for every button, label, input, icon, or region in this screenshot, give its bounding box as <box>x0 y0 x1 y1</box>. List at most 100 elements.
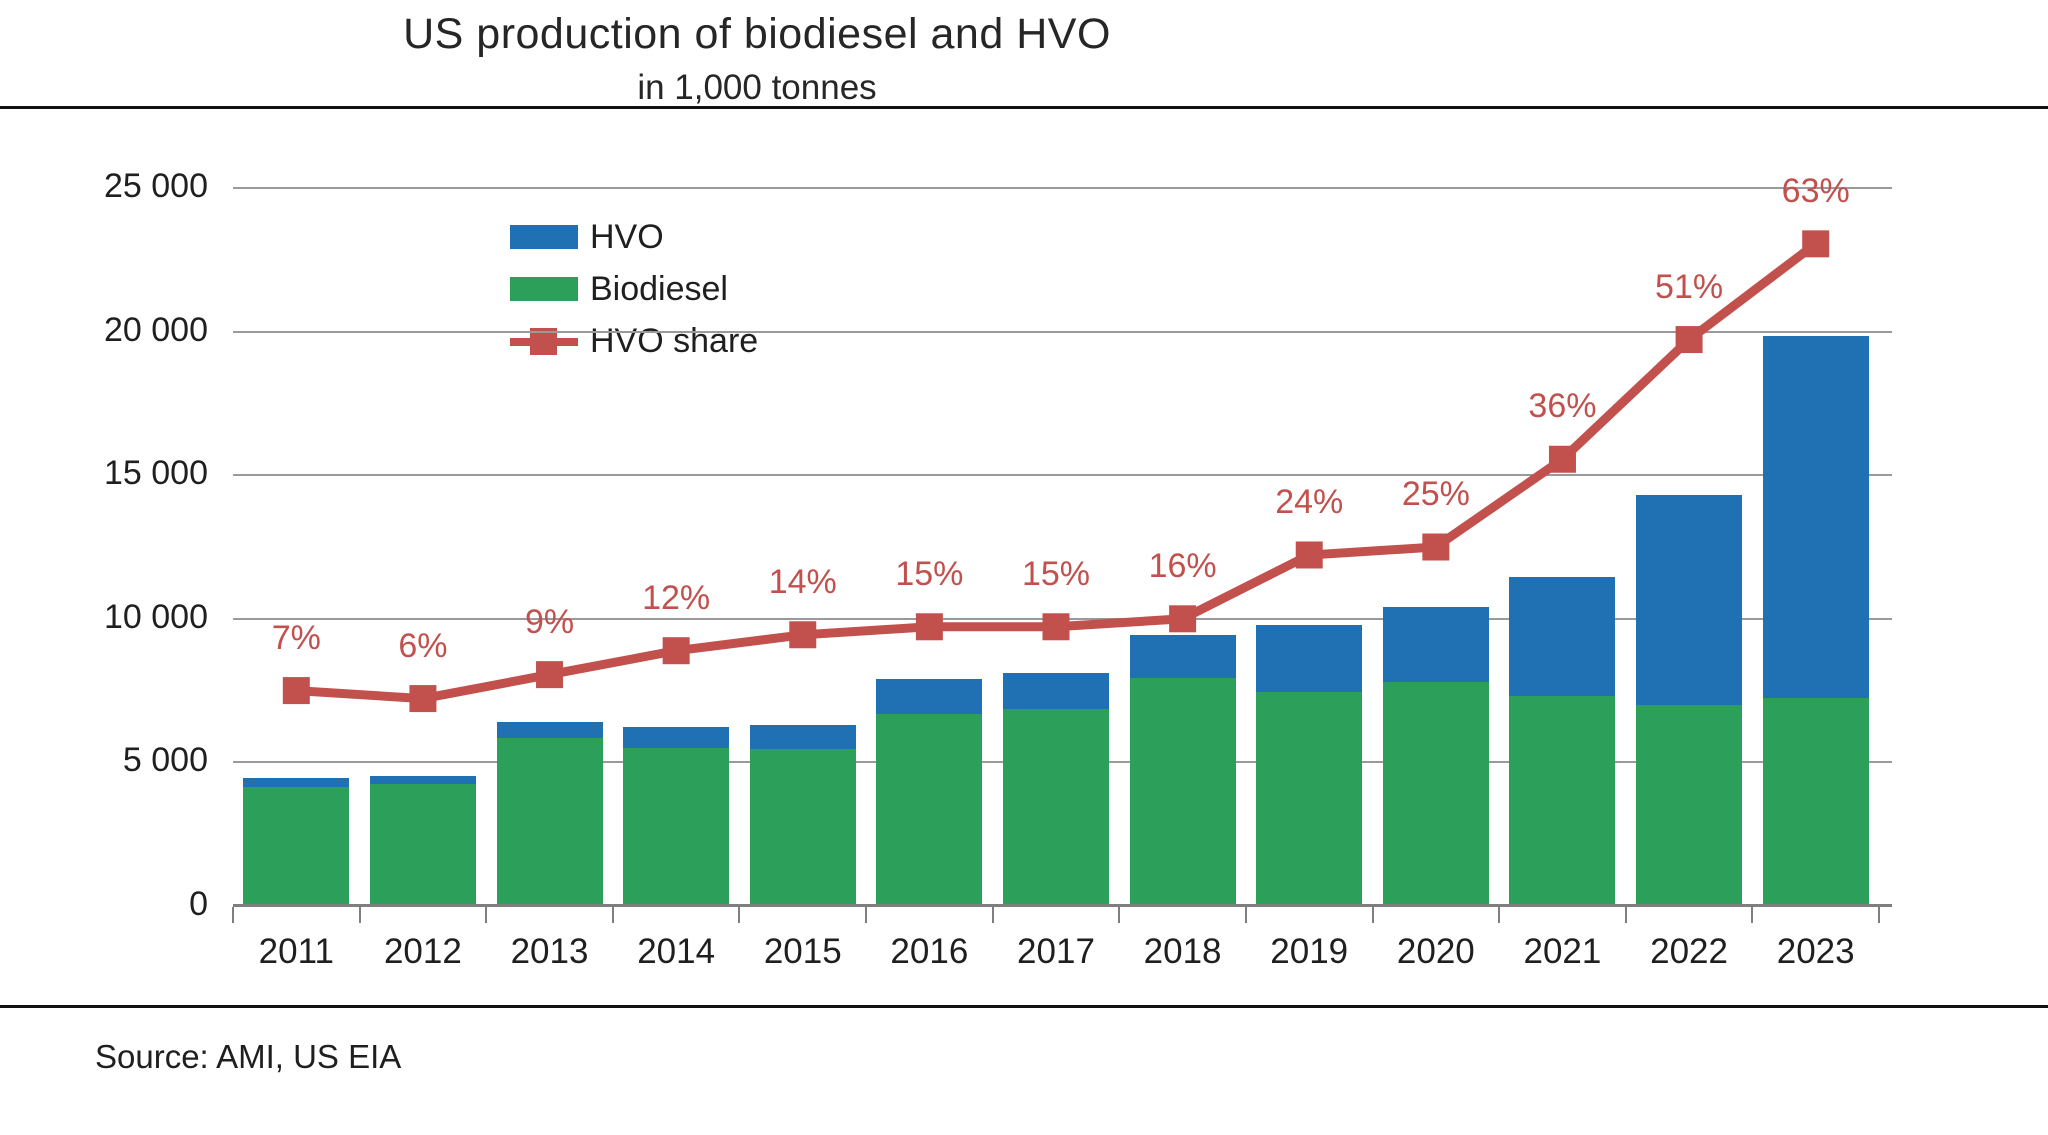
hvo-bar-2019 <box>1256 624 1363 693</box>
x-axis-label-2018: 2018 <box>1143 932 1222 971</box>
biodiesel-bar-2018 <box>1129 677 1236 906</box>
hvo-share-value-2019: 24% <box>1275 482 1344 521</box>
y-axis-label: 10 000 <box>104 597 208 636</box>
top-divider <box>0 106 2048 109</box>
x-axis-tick <box>1498 907 1501 923</box>
x-axis-label-2020: 2020 <box>1396 932 1475 971</box>
x-axis-tick <box>1244 907 1247 923</box>
biodiesel-bar-2013 <box>496 737 603 906</box>
hvo-share-value-2013: 9% <box>524 602 575 641</box>
chart-subtitle: in 1,000 tonnes <box>637 68 877 107</box>
gridline-15000 <box>233 474 1892 477</box>
chart-title: US production of biodiesel and HVO <box>403 10 1111 58</box>
x-axis-label-2015: 2015 <box>763 932 842 971</box>
hvo-share-value-2018: 16% <box>1148 546 1217 585</box>
y-axis-label: 15 000 <box>104 454 208 493</box>
hvo-bar-2011 <box>243 778 350 787</box>
hvo-share-marker-2014 <box>662 637 690 665</box>
hvo-share-marker-2013 <box>536 661 564 689</box>
hvo-bar-2013 <box>496 722 603 738</box>
biodiesel-bar-2014 <box>623 748 730 906</box>
hvo-share-marker-2017 <box>1042 613 1070 641</box>
gridline-25000 <box>233 187 1892 189</box>
hvo-bar-2016 <box>876 679 983 714</box>
hvo-share-marker-2016 <box>915 613 943 641</box>
x-axis-label-2019: 2019 <box>1270 932 1349 971</box>
x-axis-label-2022: 2022 <box>1650 932 1728 971</box>
hvo-share-value-2016: 15% <box>895 554 964 593</box>
y-axis-label: 25 000 <box>104 167 208 205</box>
hvo-bar-2012 <box>369 776 476 784</box>
hvo-share-marker-2021 <box>1548 445 1576 473</box>
hvo-share-marker-2018 <box>1169 605 1197 633</box>
hvo-share-marker-2012 <box>409 685 437 713</box>
hvo-bar-2015 <box>749 725 856 750</box>
x-axis-label-2016: 2016 <box>890 932 969 971</box>
x-axis-label-2021: 2021 <box>1523 932 1602 971</box>
hvo-share-value-2012: 6% <box>398 626 448 665</box>
hvo-share-marker-2022 <box>1675 326 1703 354</box>
hvo-share-value-2021: 36% <box>1528 387 1597 426</box>
x-axis-tick <box>1751 907 1754 923</box>
hvo-share-value-2020: 25% <box>1401 475 1470 513</box>
y-axis-label: 0 <box>189 885 208 923</box>
hvo-share-marker-2019 <box>1295 541 1323 569</box>
legend-label-biodiesel: Biodiesel <box>590 270 728 308</box>
x-axis-label-2017: 2017 <box>1017 932 1095 971</box>
legend-item-hvo: HVO <box>510 218 758 256</box>
hvo-bar-2023 <box>1762 335 1869 698</box>
biodiesel-swatch-icon <box>510 277 578 301</box>
x-axis-label-2011: 2011 <box>258 932 334 971</box>
gridline-20000 <box>233 330 1892 333</box>
y-axis-label: 20 000 <box>104 310 208 349</box>
biodiesel-bar-2015 <box>749 749 856 906</box>
x-axis-tick <box>991 907 994 923</box>
x-axis-tick <box>1371 907 1374 923</box>
biodiesel-bar-2022 <box>1636 704 1743 906</box>
hvo-bar-2017 <box>1003 673 1109 710</box>
biodiesel-bar-2011 <box>243 786 350 906</box>
x-axis-tick <box>1118 907 1121 923</box>
x-axis-tick <box>485 907 488 923</box>
hvo-share-line <box>282 230 1830 713</box>
x-axis-tick <box>358 907 361 923</box>
x-axis-tick <box>1878 907 1880 923</box>
biodiesel-bar-2023 <box>1762 697 1869 906</box>
hvo-share-value-2015: 14% <box>768 562 837 601</box>
biodiesel-bar-2020 <box>1382 681 1489 906</box>
hvo-bar-2018 <box>1129 634 1236 678</box>
hvo-bar-2022 <box>1636 495 1743 705</box>
x-axis-tick <box>738 907 741 923</box>
hvo-share-value-2017: 15% <box>1021 554 1091 593</box>
x-axis-label-2023: 2023 <box>1776 932 1855 971</box>
hvo-share-marker-2011 <box>282 677 310 705</box>
x-axis-label-2013: 2013 <box>510 932 589 971</box>
hvo-share-value-2023: 63% <box>1781 171 1850 210</box>
legend-item-biodiesel: Biodiesel <box>510 270 758 308</box>
biodiesel-bar-2012 <box>369 783 476 906</box>
hvo-share-value-2022: 51% <box>1655 267 1724 306</box>
source-note: Source: AMI, US EIA <box>95 1038 402 1075</box>
x-axis-tick <box>865 907 868 923</box>
y-axis-label: 5 000 <box>122 741 208 780</box>
legend-label-hvo: HVO <box>590 218 664 256</box>
hvo-share-value-2011: 7% <box>271 618 321 657</box>
hvo-bar-2014 <box>623 726 730 749</box>
biodiesel-bar-2019 <box>1256 692 1363 906</box>
hvo-share-marker-2015 <box>789 621 817 649</box>
hvo-bar-2021 <box>1509 577 1616 697</box>
bottom-divider <box>0 1005 2048 1008</box>
x-axis-tick <box>611 907 614 923</box>
x-axis-tick <box>1624 907 1627 923</box>
biodiesel-bar-2016 <box>876 713 983 906</box>
hvo-share-marker-2020 <box>1422 533 1450 561</box>
biodiesel-bar-2021 <box>1509 696 1616 906</box>
plot-area: 7% 6% 9% 12% 14% 15% 15% 16% 24% 25% 36% 51% 63% <box>232 172 1892 923</box>
hvo-share-marker-2023 <box>1802 230 1830 258</box>
hvo-swatch-icon <box>510 225 578 249</box>
x-axis-line <box>233 904 1892 907</box>
x-axis-tick <box>232 907 234 923</box>
hvo-share-value-2014: 12% <box>642 578 711 617</box>
biodiesel-bar-2017 <box>1003 709 1109 906</box>
